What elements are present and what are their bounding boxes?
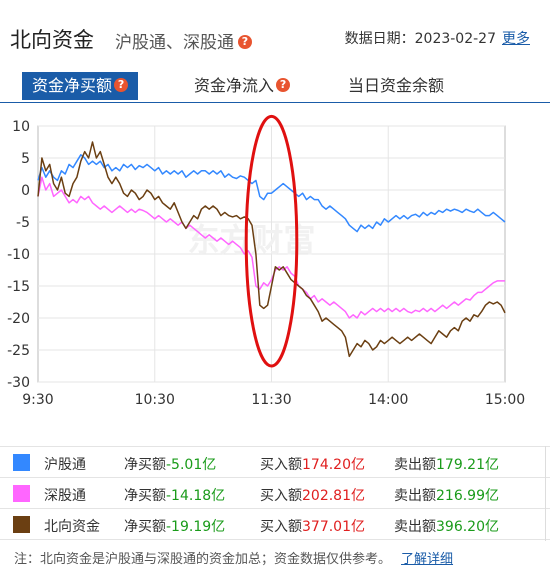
legend-sell: 卖出额179.21亿 <box>394 454 499 474</box>
page-title: 北向资金 <box>10 28 94 52</box>
x-tick-label: 9:30 <box>22 392 53 408</box>
legend-swatch <box>13 485 30 502</box>
legend-net: 净买额-5.01亿 <box>124 454 216 474</box>
legend-row: 北向资金 净买额-19.19亿 买入额377.01亿 卖出额396.20亿 <box>0 508 550 540</box>
sell-value: 179.21亿 <box>436 457 499 473</box>
legend-row: 沪股通 净买额-5.01亿 买入额174.20亿 卖出额179.21亿 <box>0 446 550 477</box>
line-chart: 10 5 0 -5 -10 -15 -20 -25 -309:30 10:30 11:30 14:00… <box>7 114 525 408</box>
tab-balance[interactable]: 当日资金余额 <box>348 72 444 100</box>
series-line-sgt <box>37 176 505 319</box>
sell-value: 396.20亿 <box>436 519 499 535</box>
legend-table: 沪股通 净买额-5.01亿 买入额174.20亿 卖出额179.21亿 深股通 … <box>0 446 550 540</box>
footnote: 注：北向资金是沪股通与深股通的资金加总；资金数据仅供参考。 了解详细 <box>14 548 453 567</box>
y-tick-label: -15 <box>7 279 30 295</box>
legend-name: 北向资金 <box>44 519 100 535</box>
watermark: 东方财富 <box>187 221 315 259</box>
legend-sell: 卖出额396.20亿 <box>394 516 499 536</box>
date-area: 数据日期：2023-02-27 更多 <box>345 28 530 48</box>
legend-sell: 卖出额216.99亿 <box>394 485 499 505</box>
y-tick-label: 5 <box>21 151 30 167</box>
buy-value: 202.81亿 <box>302 488 365 504</box>
sell-label: 卖出额 <box>394 519 436 535</box>
date-label: 数据日期： <box>344 31 415 47</box>
y-tick-label: 10 <box>12 119 30 135</box>
x-tick-label: 15:00 <box>485 392 525 408</box>
y-tick-label: -5 <box>16 215 30 231</box>
legend-row: 深股通 净买额-14.18亿 买入额202.81亿 卖出额216.99亿 <box>0 477 550 508</box>
more-link[interactable]: 更多 <box>502 31 530 47</box>
legend-net: 净买额-14.18亿 <box>124 485 225 505</box>
net-value: -19.19亿 <box>166 519 226 535</box>
legend-net: 净买额-19.19亿 <box>124 516 225 536</box>
y-tick-label: 0 <box>21 183 30 199</box>
help-icon[interactable]: ? <box>238 35 252 49</box>
x-tick-label: 14:00 <box>368 392 408 408</box>
buy-value: 377.01亿 <box>302 519 365 535</box>
net-label: 净买额 <box>124 519 166 535</box>
tab-label: 资金净买额 <box>32 76 113 95</box>
y-tick-label: -25 <box>7 343 30 359</box>
learn-more-link[interactable]: 了解详细 <box>401 552 454 567</box>
y-tick-label: -20 <box>7 311 30 327</box>
legend-swatch <box>13 454 30 471</box>
highlight-ellipse <box>244 114 299 368</box>
date-value: 2023-02-27 <box>414 31 496 47</box>
tab-label: 当日资金余额 <box>348 76 445 95</box>
series-line-hgt <box>37 154 506 233</box>
y-tick-label: -30 <box>7 375 30 391</box>
help-icon[interactable]: ? <box>276 77 291 92</box>
net-value: -5.01亿 <box>166 457 217 473</box>
legend-swatch <box>13 516 30 533</box>
legend-buy: 买入额174.20亿 <box>260 454 365 474</box>
note-text: 注：北向资金是沪股通与深股通的资金加总；资金数据仅供参考。 <box>14 552 392 567</box>
series-line-north <box>37 141 506 358</box>
sell-label: 卖出额 <box>394 488 436 504</box>
tab-net-buy[interactable]: 资金净买额? <box>22 72 139 100</box>
net-label: 净买额 <box>124 488 166 504</box>
tab-bar: 资金净买额? 资金净流入? 当日资金余额 <box>0 66 550 103</box>
sell-value: 216.99亿 <box>436 488 499 504</box>
tab-net-inflow[interactable]: 资金净流入? <box>194 72 291 100</box>
tab-label: 资金净流入 <box>194 76 275 95</box>
buy-label: 买入额 <box>260 519 302 535</box>
header: 北向资金 沪股通、深股通? 数据日期：2023-02-27 更多 <box>10 22 540 53</box>
buy-label: 买入额 <box>260 488 302 504</box>
buy-value: 174.20亿 <box>302 457 365 473</box>
net-label: 净买额 <box>124 457 166 473</box>
buy-label: 买入额 <box>260 457 302 473</box>
divider <box>545 446 550 541</box>
y-tick-label: -10 <box>7 247 30 263</box>
sell-label: 卖出额 <box>394 457 436 473</box>
legend-name: 沪股通 <box>44 457 86 473</box>
net-value: -14.18亿 <box>166 488 226 504</box>
subtitle: 沪股通、深股通? <box>115 28 252 53</box>
x-tick-label: 11:30 <box>251 392 291 408</box>
legend-name: 深股通 <box>44 488 86 504</box>
subtitle-text: 沪股通、深股通 <box>115 33 234 53</box>
legend-buy: 买入额377.01亿 <box>260 516 365 536</box>
legend-buy: 买入额202.81亿 <box>260 485 365 505</box>
help-icon[interactable]: ? <box>114 77 129 92</box>
x-tick-label: 10:30 <box>135 392 175 408</box>
